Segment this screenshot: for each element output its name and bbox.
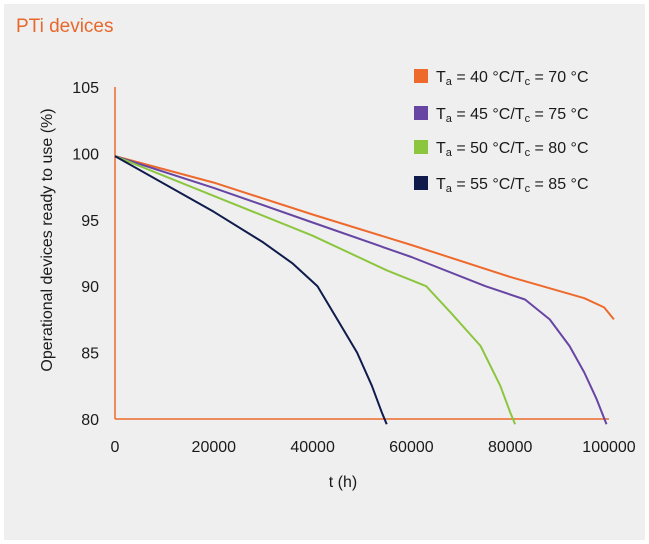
chart-title: PTi devices bbox=[16, 16, 114, 37]
x-tick-label: 60000 bbox=[389, 439, 434, 456]
axes: 80 85 90 95 100 105 0 20000 40000 60000 80000 10000… bbox=[72, 80, 636, 456]
series-lines bbox=[114, 155, 615, 425]
legend-swatch-3 bbox=[414, 140, 428, 154]
x-tick-label: 40000 bbox=[290, 439, 335, 456]
x-tick-label: 20000 bbox=[192, 439, 237, 456]
series-line-1 bbox=[114, 155, 615, 321]
x-tick-label: 100000 bbox=[582, 439, 635, 456]
y-tick-label: 105 bbox=[72, 80, 99, 97]
legend-label-4: Ta = 55 °C/Tc = 85 °C bbox=[436, 176, 589, 195]
legend: Ta = 40 °C/Tc = 70 °C Ta = 45 °C/Tc = 75 … bbox=[414, 69, 589, 195]
x-tick-label: 0 bbox=[111, 439, 120, 456]
y-tick-label: 85 bbox=[81, 346, 99, 363]
y-tick-label: 90 bbox=[81, 279, 99, 296]
legend-swatch-4 bbox=[414, 176, 428, 190]
y-tick-label: 95 bbox=[81, 213, 99, 230]
series-line-4 bbox=[114, 155, 388, 425]
legend-label-3: Ta = 50 °C/Tc = 80 °C bbox=[436, 140, 589, 159]
legend-label-2: Ta = 45 °C/Tc = 75 °C bbox=[436, 106, 589, 125]
chart-panel bbox=[4, 4, 645, 540]
series-line-2 bbox=[114, 155, 608, 425]
x-axis-label: t (h) bbox=[329, 474, 357, 491]
legend-swatch-2 bbox=[414, 106, 428, 120]
y-tick-label: 100 bbox=[72, 146, 99, 163]
y-axis-label: Operational devices ready to use (%) bbox=[39, 108, 56, 371]
legend-swatch-1 bbox=[414, 69, 428, 83]
series-line-3 bbox=[114, 155, 517, 425]
y-tick-label: 80 bbox=[81, 412, 99, 429]
x-tick-label: 80000 bbox=[488, 439, 533, 456]
legend-label-1: Ta = 40 °C/Tc = 70 °C bbox=[436, 69, 589, 88]
